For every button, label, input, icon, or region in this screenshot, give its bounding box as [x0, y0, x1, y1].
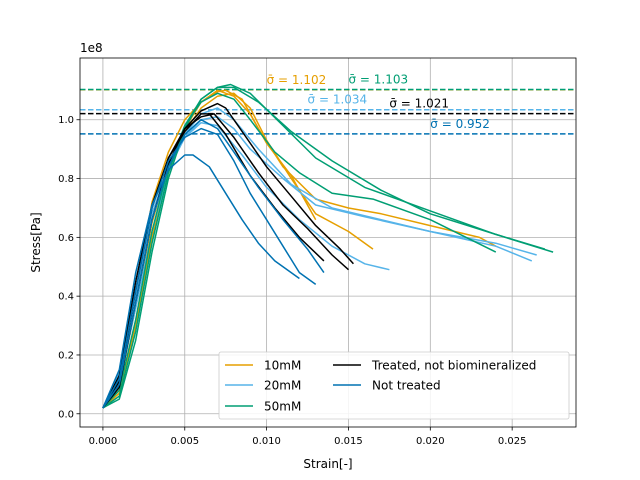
mean-label: σ̄ = 1.034 — [308, 93, 368, 107]
legend-label: 50mM — [264, 400, 301, 414]
x-tick-label: 0.005 — [170, 436, 199, 447]
legend-label: Not treated — [372, 379, 441, 393]
x-tick-label: 0.025 — [498, 436, 527, 447]
x-tick-label: 0.015 — [334, 436, 363, 447]
x-tick-label: 0.020 — [416, 436, 445, 447]
plot-frame — [79, 57, 577, 428]
series-line — [102, 86, 546, 409]
mean-label: σ̄ = 1.102 — [267, 73, 327, 87]
ticks: 0.000 0.005 0.010 0.015 0.020 0.025 0.0 0.2 0.4 0… — [58, 115, 526, 447]
series-line — [102, 92, 497, 409]
legend-label: Treated, not biomineralized — [371, 359, 536, 373]
legend-box — [218, 351, 570, 420]
series-lines — [102, 83, 554, 409]
y-offset-label: 1e8 — [80, 41, 103, 55]
x-tick-label: 0.000 — [89, 436, 118, 447]
y-tick-label: 0.8 — [58, 174, 74, 185]
x-tick-label: 0.010 — [252, 436, 281, 447]
legend-label: 10mM — [264, 359, 301, 373]
series-line — [102, 83, 554, 409]
mean-label: σ̄ = 1.103 — [348, 72, 408, 86]
y-tick-label: 0.6 — [58, 233, 74, 244]
legend-label: 20mM — [264, 379, 301, 393]
y-tick-label: 0.2 — [58, 350, 74, 361]
mean-label: σ̄ = 0.952 — [430, 117, 490, 131]
y-axis-label: Stress[Pa] — [29, 212, 43, 272]
series-line — [102, 154, 300, 409]
mean-lines: σ̄ = 1.102 σ̄ = 1.103 σ̄ = 1.034 σ̄ = 1.021… — [80, 72, 576, 135]
mean-label: σ̄ = 1.021 — [389, 97, 449, 111]
y-tick-label: 0.0 — [58, 409, 74, 420]
series-line — [102, 107, 537, 409]
series-line — [102, 127, 317, 409]
y-tick-label: 1.0 — [58, 115, 74, 126]
legend: 10mM 20mM 50mM Treated, not biomineralized N… — [218, 351, 570, 420]
y-tick-label: 0.4 — [58, 292, 74, 303]
series-line — [102, 118, 325, 409]
x-axis-label: Strain[-] — [303, 457, 352, 471]
